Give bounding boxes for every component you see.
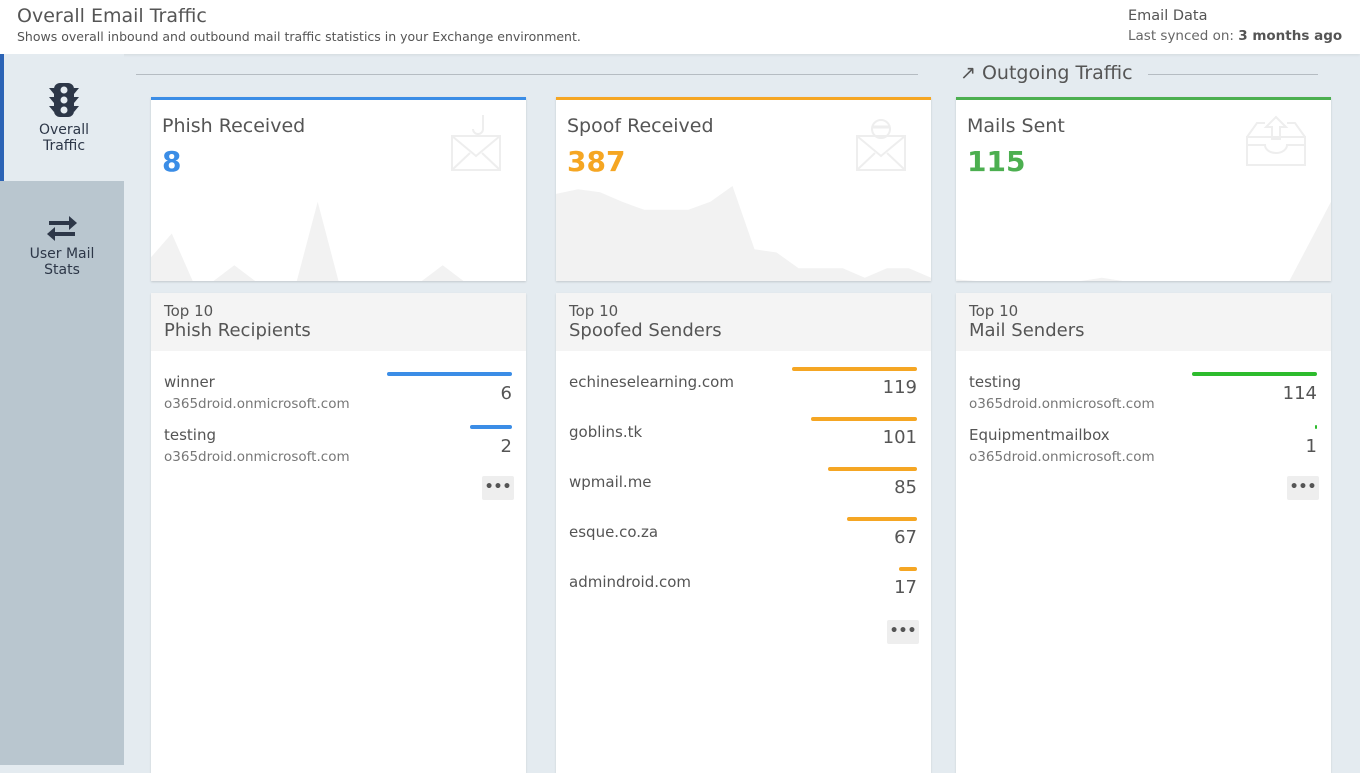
sync-info: Email Data Last synced on: 3 months ago [1128, 8, 1342, 44]
sparkline-area [556, 186, 931, 281]
phish-mail-icon [451, 115, 501, 171]
list-item[interactable]: esque.co.za 67 [556, 511, 931, 561]
value-bar [1315, 425, 1317, 429]
more-button[interactable]: ••• [887, 620, 919, 644]
data-label: Email Data [1128, 8, 1208, 24]
sidebar-item-user-mail-stats[interactable]: User Mail Stats [0, 194, 124, 304]
item-name: winner [164, 373, 215, 391]
item-name: testing [164, 426, 217, 444]
item-name: Equipmentmailbox [969, 426, 1110, 444]
list-item[interactable]: wpmail.me 85 [556, 461, 931, 511]
item-value: 119 [882, 377, 917, 398]
swap-arrows-icon [47, 216, 77, 241]
top10-panel: Top 10 Spoofed Senders echineselearning.c… [556, 293, 931, 773]
panel-title: Phish Recipients [164, 320, 311, 341]
list-item[interactable]: goblins.tk 101 [556, 411, 931, 461]
sync-prefix: Last synced on: [1128, 28, 1234, 44]
section-divider [136, 74, 918, 75]
top10-panel: Top 10 Phish Recipients winner o365droid.… [151, 293, 526, 773]
page-title: Overall Email Traffic [17, 5, 207, 27]
list-item[interactable]: Equipmentmailbox o365droid.onmicrosoft.c… [956, 416, 1331, 469]
panel-title: Mail Senders [969, 320, 1085, 341]
item-value: 1 [1305, 436, 1317, 457]
list-item[interactable]: testing o365droid.onmicrosoft.com 114 [956, 363, 1331, 416]
section-divider [1148, 74, 1318, 75]
panel-subtitle: Top 10 [164, 302, 214, 320]
value-bar [899, 567, 917, 571]
item-value: 6 [500, 383, 512, 404]
value-bar [792, 367, 917, 371]
list-item[interactable]: echineselearning.com 119 [556, 361, 931, 411]
item-value: 17 [894, 577, 917, 598]
stat-card[interactable]: Spoof Received 387 [556, 97, 931, 281]
sparkline-chart [556, 186, 931, 281]
value-bar [827, 467, 917, 471]
value-bar [387, 372, 512, 376]
top10-panel: Top 10 Mail Senders testing o365droid.onm… [956, 293, 1331, 773]
outgoing-traffic-heading: ↗ Outgoing Traffic [960, 62, 1133, 84]
card-value: 387 [567, 145, 626, 178]
card-title: Spoof Received [567, 115, 714, 137]
outbox-upload-icon [1246, 115, 1306, 166]
sidebar-item-overall-traffic[interactable]: Overall Traffic [0, 54, 124, 181]
card-value: 8 [162, 145, 182, 178]
traffic-light-icon [49, 83, 79, 117]
sidebar-label: Overall [38, 122, 90, 138]
item-domain: o365droid.onmicrosoft.com [969, 396, 1155, 412]
sparkline-area [956, 201, 1331, 281]
item-name: testing [969, 373, 1022, 391]
item-value: 85 [894, 477, 917, 498]
sidebar-label: Traffic [42, 138, 86, 154]
stat-card[interactable]: Phish Received 8 [151, 97, 526, 281]
sidebar: Overall Traffic User Mail Stats [0, 54, 124, 765]
item-domain: o365droid.onmicrosoft.com [164, 449, 350, 465]
card-value: 115 [967, 145, 1026, 178]
arrow-up-right-icon: ↗ [960, 62, 976, 84]
item-name: admindroid.com [569, 573, 692, 591]
item-value: 67 [894, 527, 917, 548]
value-bar [810, 417, 917, 421]
sparkline-chart [151, 201, 526, 281]
page-header: Overall Email Traffic Shows overall inbo… [0, 0, 1360, 54]
item-name: esque.co.za [569, 523, 659, 541]
spoof-mail-icon [856, 119, 906, 171]
item-value: 101 [882, 427, 917, 448]
page-subtitle: Shows overall inbound and outbound mail … [17, 29, 581, 44]
value-bar [470, 425, 512, 429]
item-value: 114 [1282, 383, 1317, 404]
list-item[interactable]: admindroid.com 17 [556, 561, 931, 611]
panel-title: Spoofed Senders [569, 320, 722, 341]
card-title: Mails Sent [967, 115, 1065, 137]
more-button[interactable]: ••• [482, 476, 514, 500]
item-value: 2 [500, 436, 512, 457]
item-name: wpmail.me [569, 473, 652, 491]
sidebar-label: User Mail [29, 246, 95, 262]
panel-subtitle: Top 10 [569, 302, 619, 320]
list-item[interactable]: winner o365droid.onmicrosoft.com 6 [151, 363, 526, 416]
stat-card[interactable]: Mails Sent 115 [956, 97, 1331, 281]
sync-value: 3 months ago [1238, 28, 1343, 44]
sparkline-area [151, 201, 526, 281]
card-title: Phish Received [162, 115, 306, 137]
item-domain: o365droid.onmicrosoft.com [164, 396, 350, 412]
list-item[interactable]: testing o365droid.onmicrosoft.com 2 [151, 416, 526, 469]
item-name: echineselearning.com [569, 373, 734, 391]
panel-subtitle: Top 10 [969, 302, 1019, 320]
sparkline-chart [956, 201, 1331, 281]
item-name: goblins.tk [569, 423, 643, 441]
sidebar-label: Stats [44, 262, 80, 278]
value-bar [1192, 372, 1317, 376]
item-domain: o365droid.onmicrosoft.com [969, 449, 1155, 465]
more-button[interactable]: ••• [1287, 476, 1319, 500]
value-bar [846, 517, 917, 521]
